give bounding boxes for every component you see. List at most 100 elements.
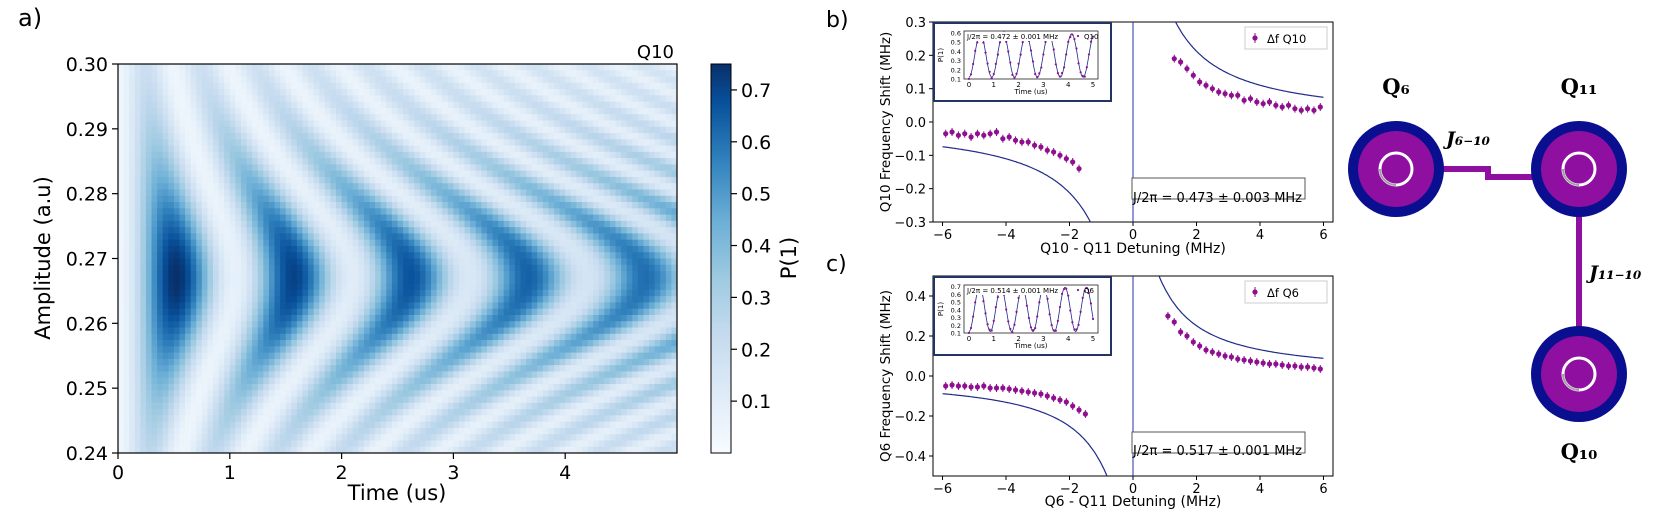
heatmap-cell: [431, 446, 438, 454]
heatmap-cell: [391, 321, 398, 329]
heatmap-cell: [464, 371, 471, 379]
heatmap-cell: [246, 434, 253, 441]
heatmap-cell: [268, 302, 276, 310]
heatmap-cell: [464, 390, 471, 398]
heatmap-cell: [514, 151, 521, 159]
heatmap-cell: [140, 358, 147, 366]
heatmap-cell: [179, 258, 186, 266]
heatmap-cell: [330, 321, 337, 329]
heatmap-cell: [425, 208, 432, 216]
heatmap-cell: [263, 390, 270, 398]
heatmap-cell: [302, 358, 309, 366]
heatmap-cell: [380, 158, 387, 165]
heatmap-cell: [313, 70, 320, 78]
heatmap-cell: [291, 252, 298, 259]
heatmap-cell: [391, 264, 398, 272]
heatmap-cell: [397, 183, 404, 190]
heatmap-cell: [274, 415, 281, 423]
heatmap-cell: [492, 82, 499, 90]
heatmap-cell: [431, 64, 438, 71]
heatmap-cell: [173, 214, 180, 222]
heatmap-cell: [257, 277, 264, 285]
heatmap-cell: [453, 126, 460, 134]
heatmap-cell: [129, 202, 136, 209]
heatmap-cell: [151, 189, 158, 197]
heatmap-cell: [285, 396, 292, 404]
heatmap-cell: [414, 371, 421, 379]
heatmap-cell: [431, 358, 438, 366]
heatmap-cell: [129, 377, 136, 385]
heatmap-cell: [520, 390, 527, 398]
heatmap-cell: [134, 164, 141, 172]
heatmap-cell: [151, 214, 158, 222]
heatmap-cell: [151, 64, 158, 71]
heatmap-cell: [173, 327, 180, 335]
heatmap-cell: [129, 133, 136, 140]
heatmap-cell: [347, 220, 354, 228]
heatmap-cell: [369, 239, 376, 247]
heatmap-cell: [145, 371, 153, 379]
heatmap-cell: [274, 170, 281, 178]
heatmap-cell: [302, 76, 309, 84]
heatmap-cell: [134, 170, 141, 178]
heatmap-cell: [358, 333, 365, 341]
heatmap-cell: [436, 409, 443, 416]
heatmap-cell: [520, 107, 527, 115]
heatmap-cell: [503, 314, 510, 322]
heatmap-cell: [246, 245, 253, 253]
heatmap-cell: [224, 314, 231, 322]
heatmap-cell: [252, 314, 259, 322]
heatmap-cell: [458, 145, 466, 153]
heatmap-cell: [431, 258, 438, 266]
heatmap-cell: [263, 70, 270, 78]
heatmap-cell: [397, 302, 404, 310]
heatmap-cell: [229, 446, 236, 454]
heatmap-cell: [296, 377, 303, 385]
heatmap-cell: [118, 214, 125, 222]
heatmap-cell: [397, 321, 404, 329]
heatmap-cell: [257, 358, 264, 366]
heatmap-cell: [509, 296, 516, 303]
heatmap-cell: [520, 214, 527, 222]
heatmap-cell: [274, 296, 281, 303]
heatmap-cell: [492, 321, 499, 329]
heatmap-cell: [201, 409, 208, 416]
heatmap-cell: [358, 377, 365, 385]
heatmap-cell: [475, 64, 482, 71]
heatmap-cell: [336, 277, 343, 285]
heatmap-cell: [464, 101, 471, 109]
heatmap-cell: [419, 233, 426, 241]
heatmap-cell: [140, 283, 147, 291]
heatmap-cell: [218, 314, 225, 322]
heatmap-cell: [419, 245, 426, 253]
heatmap-cell: [559, 402, 566, 410]
heatmap-cell: [481, 396, 488, 404]
heatmap-cell: [447, 107, 454, 115]
heatmap-cell: [207, 145, 214, 153]
heatmap-cell: [464, 145, 471, 153]
heatmap-cell: [145, 120, 153, 128]
heatmap-cell: [347, 64, 354, 71]
heatmap-cell: [447, 371, 454, 379]
heatmap-cell: [375, 365, 382, 372]
heatmap-cell: [369, 308, 376, 316]
heatmap-cell: [291, 264, 298, 272]
heatmap-cell: [369, 158, 376, 165]
heatmap-cell: [526, 101, 533, 109]
heatmap-cell: [526, 114, 533, 121]
heatmap-cell: [514, 170, 521, 178]
heatmap-cell: [330, 133, 337, 140]
heatmap-cell: [179, 390, 186, 398]
heatmap-cell: [436, 352, 443, 360]
heatmap-cell: [475, 421, 482, 429]
heatmap-cell: [436, 333, 443, 341]
heatmap-cell: [196, 396, 203, 404]
heatmap-cell: [542, 202, 549, 209]
heatmap-cell: [414, 427, 421, 435]
heatmap-cell: [218, 202, 225, 209]
heatmap-cell: [118, 233, 125, 241]
heatmap-cell: [252, 239, 259, 247]
heatmap-cell: [179, 114, 186, 121]
heatmap-cell: [134, 396, 141, 404]
heatmap-cell: [464, 64, 471, 71]
